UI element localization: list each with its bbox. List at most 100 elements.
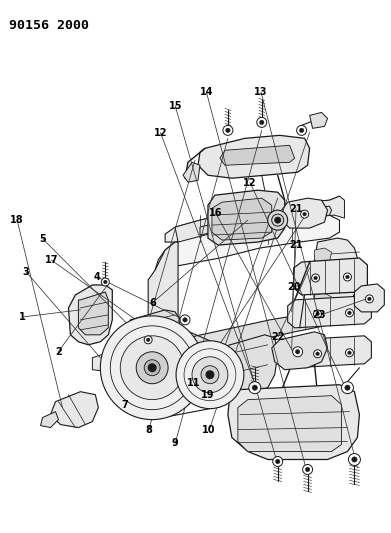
Polygon shape: [165, 196, 339, 242]
Polygon shape: [315, 263, 332, 279]
Polygon shape: [220, 146, 295, 165]
Text: 1: 1: [19, 312, 25, 322]
Circle shape: [276, 459, 280, 464]
Text: 12: 12: [154, 127, 167, 138]
Circle shape: [314, 276, 317, 280]
Circle shape: [273, 456, 283, 466]
Circle shape: [100, 316, 204, 419]
Polygon shape: [212, 198, 272, 240]
Polygon shape: [315, 293, 332, 309]
Circle shape: [120, 336, 184, 400]
Circle shape: [314, 350, 321, 358]
Circle shape: [366, 295, 373, 303]
Text: 5: 5: [39, 234, 46, 244]
Polygon shape: [315, 238, 359, 310]
Text: 7: 7: [121, 400, 128, 410]
Circle shape: [183, 318, 187, 322]
Text: 10: 10: [203, 425, 216, 435]
Polygon shape: [183, 162, 200, 182]
Circle shape: [148, 364, 156, 372]
Circle shape: [346, 309, 353, 317]
Text: 9: 9: [172, 438, 179, 448]
Circle shape: [101, 278, 109, 286]
Polygon shape: [155, 308, 344, 368]
Polygon shape: [148, 242, 178, 355]
Polygon shape: [79, 292, 108, 335]
Circle shape: [348, 454, 361, 465]
Polygon shape: [208, 190, 285, 245]
Circle shape: [292, 347, 303, 357]
Circle shape: [346, 349, 353, 357]
Circle shape: [249, 382, 261, 394]
Circle shape: [104, 280, 107, 284]
Circle shape: [144, 336, 152, 344]
Circle shape: [297, 125, 307, 135]
Circle shape: [348, 351, 351, 354]
Circle shape: [206, 371, 214, 379]
Text: 14: 14: [200, 87, 213, 97]
Circle shape: [316, 352, 319, 356]
Text: 21: 21: [289, 204, 303, 214]
Text: 20: 20: [287, 282, 300, 292]
Text: 90156 2000: 90156 2000: [9, 19, 89, 31]
Polygon shape: [92, 352, 118, 372]
Text: 21: 21: [289, 240, 303, 250]
Circle shape: [301, 210, 308, 218]
Circle shape: [314, 310, 321, 318]
Polygon shape: [198, 135, 310, 178]
Circle shape: [341, 382, 353, 394]
Circle shape: [303, 464, 312, 474]
Circle shape: [176, 341, 244, 409]
Text: 18: 18: [10, 215, 24, 225]
Circle shape: [226, 128, 230, 133]
Text: 8: 8: [145, 425, 152, 435]
Circle shape: [144, 360, 160, 376]
Circle shape: [223, 125, 233, 135]
Circle shape: [136, 352, 168, 384]
Circle shape: [345, 385, 350, 390]
Circle shape: [192, 357, 228, 393]
Text: 15: 15: [169, 101, 182, 111]
Circle shape: [312, 274, 319, 282]
Text: 6: 6: [149, 297, 156, 308]
Text: 16: 16: [209, 208, 222, 219]
Circle shape: [275, 217, 281, 223]
Polygon shape: [228, 385, 359, 459]
Polygon shape: [258, 206, 295, 224]
Circle shape: [348, 311, 351, 314]
Circle shape: [346, 275, 349, 279]
Text: 4: 4: [94, 272, 101, 282]
Circle shape: [252, 385, 258, 390]
Circle shape: [146, 338, 150, 342]
Circle shape: [300, 128, 304, 133]
Circle shape: [305, 467, 310, 472]
Circle shape: [352, 457, 357, 462]
Text: 13: 13: [254, 87, 268, 97]
Polygon shape: [272, 332, 328, 370]
Polygon shape: [215, 335, 278, 392]
Circle shape: [201, 366, 219, 384]
Circle shape: [260, 120, 264, 125]
Polygon shape: [200, 206, 332, 235]
Text: 11: 11: [187, 378, 200, 389]
Circle shape: [368, 297, 371, 301]
Polygon shape: [41, 411, 59, 427]
Polygon shape: [294, 258, 368, 295]
Polygon shape: [310, 112, 328, 128]
Text: 2: 2: [55, 346, 62, 357]
Polygon shape: [315, 248, 332, 264]
Text: 19: 19: [201, 390, 214, 400]
Circle shape: [343, 273, 352, 281]
Polygon shape: [282, 198, 328, 228]
Circle shape: [303, 212, 307, 216]
Polygon shape: [354, 284, 384, 312]
Text: 12: 12: [243, 177, 257, 188]
Polygon shape: [315, 278, 332, 294]
Text: 22: 22: [271, 332, 285, 342]
Polygon shape: [288, 296, 371, 328]
Polygon shape: [128, 310, 180, 342]
Circle shape: [180, 315, 190, 325]
Polygon shape: [50, 392, 99, 427]
Circle shape: [295, 350, 300, 354]
Circle shape: [257, 117, 267, 127]
